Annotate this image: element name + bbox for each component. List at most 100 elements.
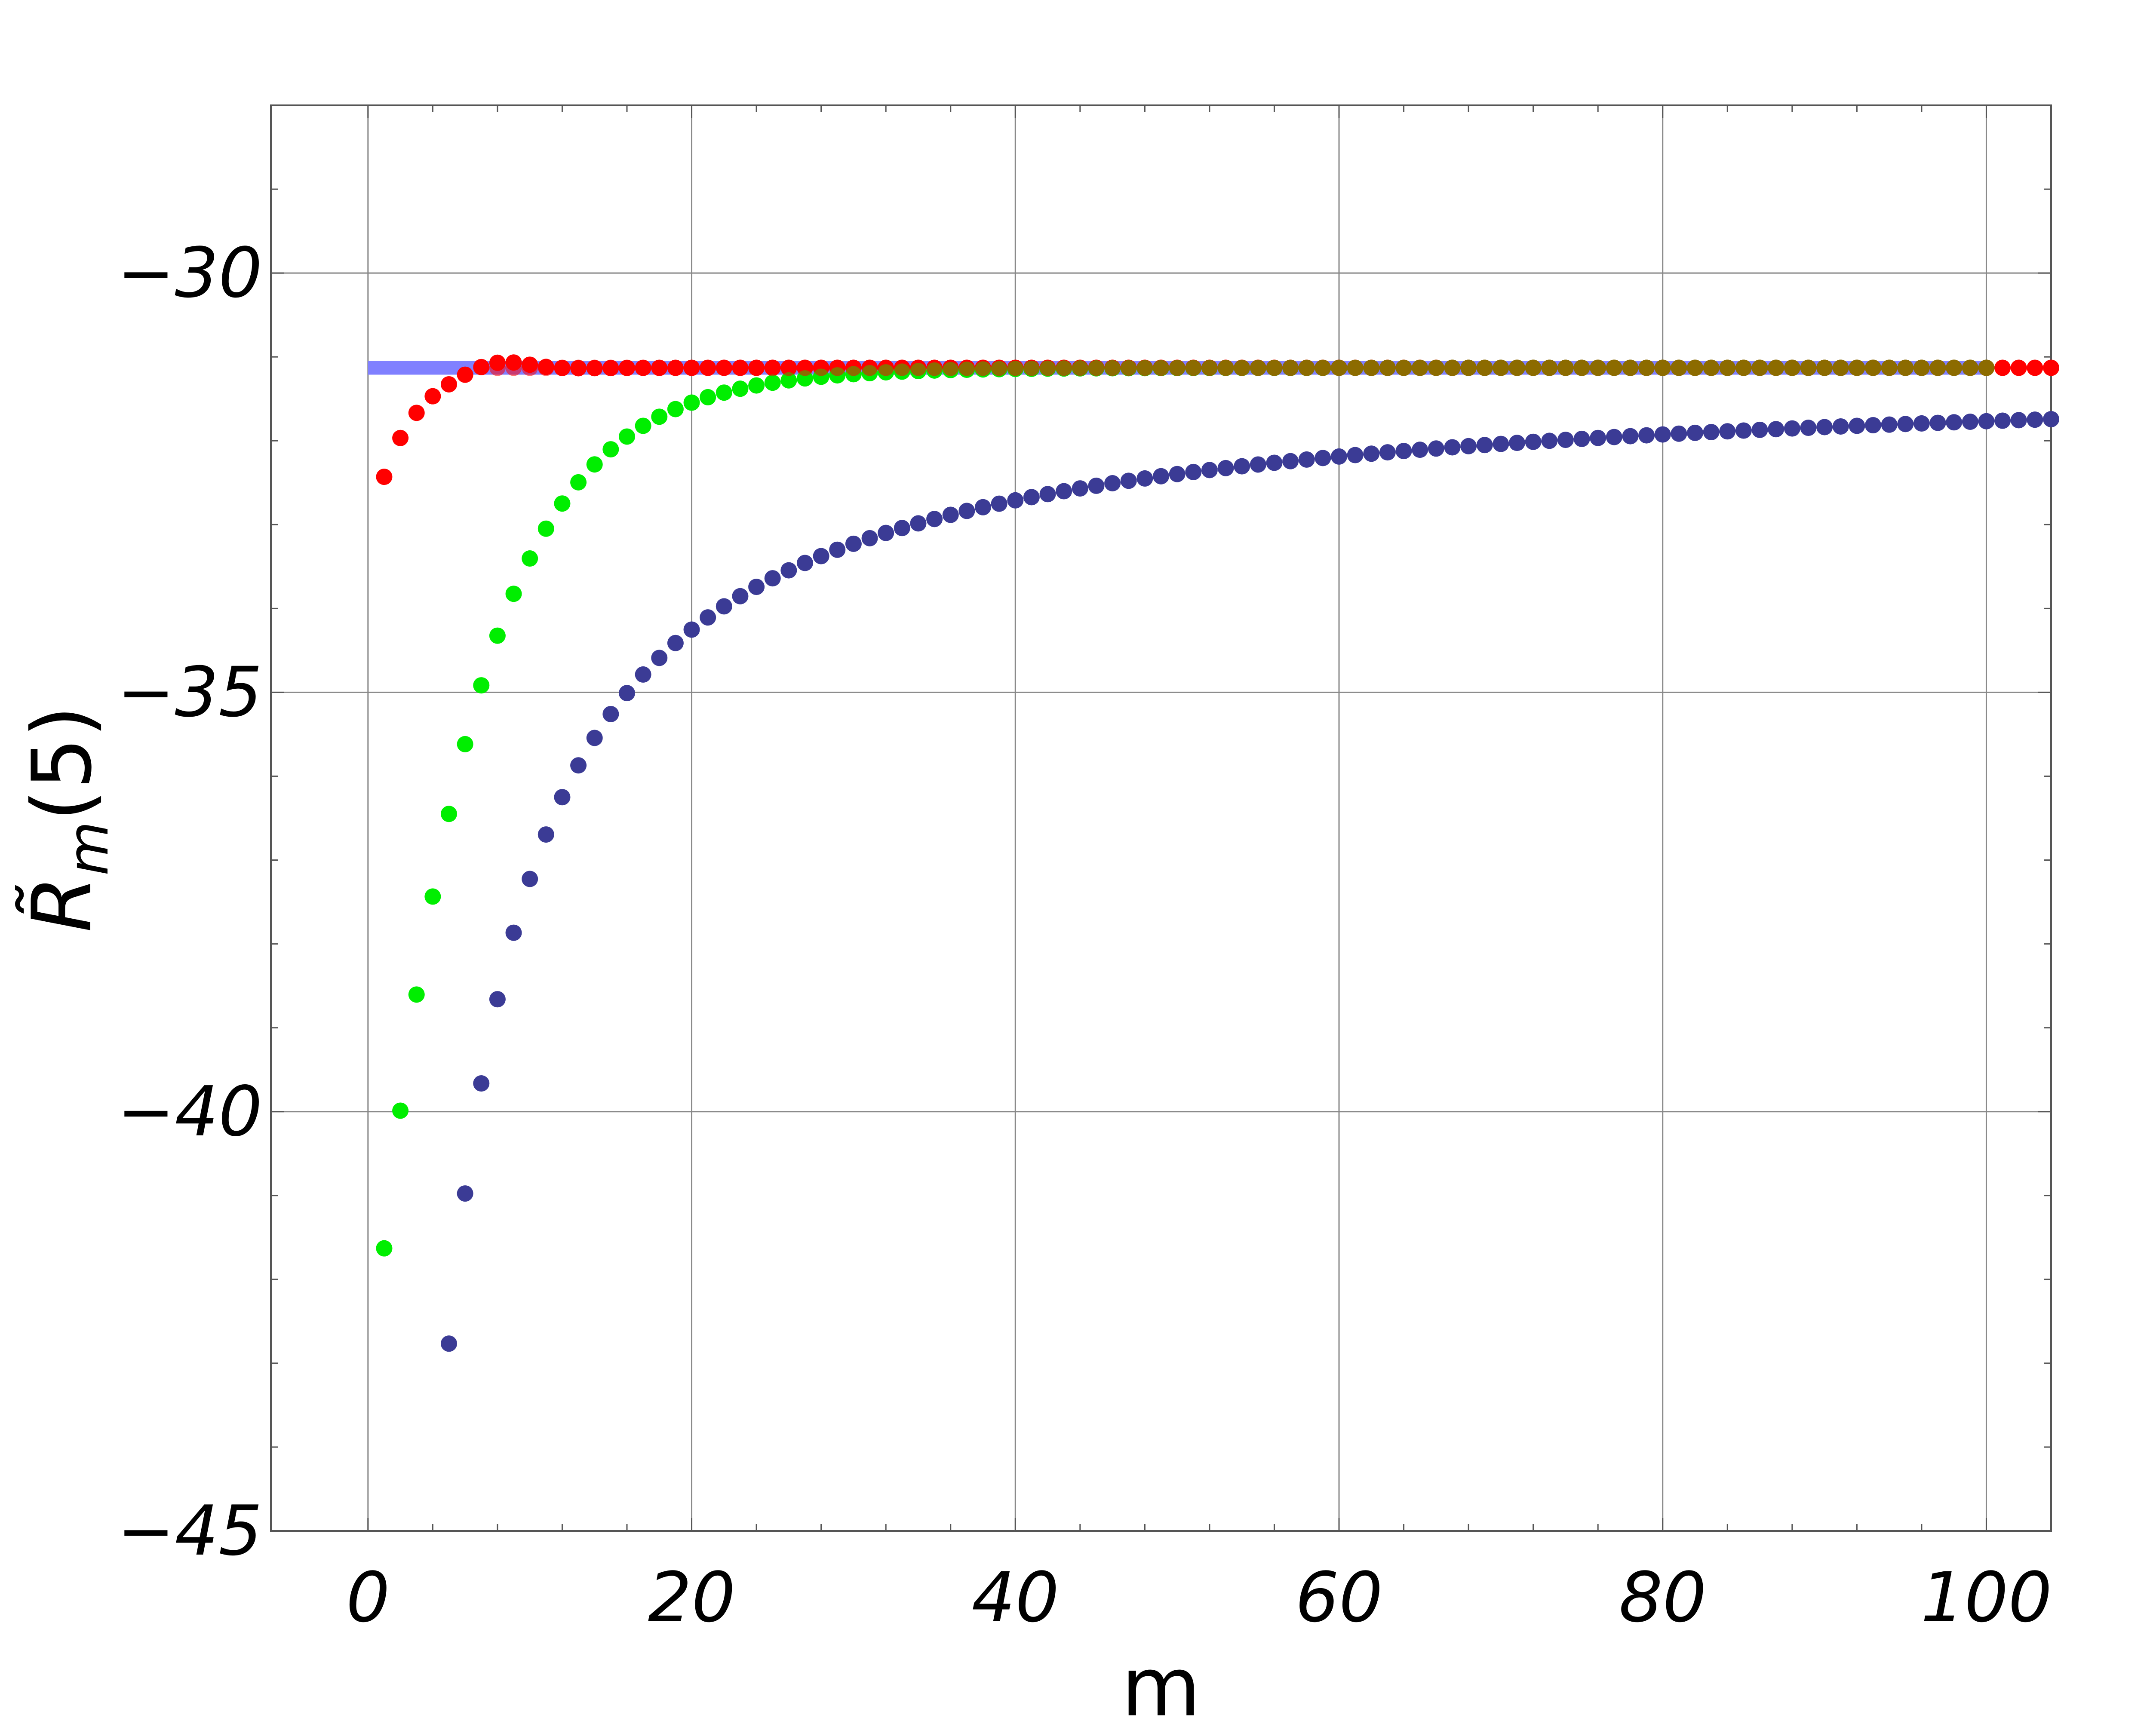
x-axis-label: m [1121, 1640, 1201, 1735]
data-point [1412, 359, 1428, 376]
data-point [424, 388, 441, 405]
data-point [2043, 411, 2059, 427]
data-point [619, 685, 635, 702]
data-point [780, 372, 797, 389]
data-point [522, 871, 538, 887]
data-point [1266, 359, 1283, 376]
data-point [683, 394, 700, 411]
data-point [651, 408, 668, 425]
data-point [570, 757, 587, 774]
x-tick-label: 60 [1295, 1557, 1383, 1638]
data-point [457, 1185, 473, 1202]
data-point [1088, 477, 1105, 494]
data-point [910, 359, 927, 376]
data-point [1671, 359, 1687, 376]
data-point [1395, 443, 1412, 460]
data-point [894, 359, 910, 376]
data-point [926, 359, 943, 376]
data-point [1217, 359, 1234, 376]
data-point [1606, 429, 1622, 445]
data-point [1946, 414, 1963, 431]
data-point [1590, 359, 1606, 376]
data-point [1476, 437, 1493, 454]
data-point [408, 405, 425, 421]
data-point [1169, 466, 1186, 482]
data-point [1800, 359, 1817, 376]
data-point [489, 359, 506, 376]
data-point [1913, 415, 1930, 432]
data-point [1185, 359, 1202, 376]
data-point [505, 359, 522, 376]
data-point [1573, 430, 1590, 447]
data-point [700, 389, 716, 405]
data-point [570, 474, 587, 491]
data-point [619, 359, 635, 376]
x-tick-label: 100 [1921, 1557, 2052, 1638]
x-tick-label: 80 [1619, 1557, 1707, 1638]
data-point [1088, 359, 1105, 376]
data-point [1929, 414, 1946, 431]
data-point [619, 428, 635, 445]
data-point [1881, 416, 1898, 433]
data-point [1120, 472, 1137, 489]
data-point [764, 359, 781, 376]
data-point [2027, 411, 2043, 428]
data-point [1768, 359, 1784, 376]
data-point [538, 826, 554, 843]
data-point [505, 924, 522, 941]
data-point [667, 401, 684, 417]
plot-area [270, 104, 2052, 1532]
data-point [780, 359, 797, 376]
data-point [505, 586, 522, 602]
data-point [1023, 489, 1040, 506]
data-point [1994, 412, 2011, 429]
data-point [1541, 359, 1558, 376]
data-point [683, 359, 700, 376]
data-point [1331, 448, 1347, 465]
x-tick-label: 20 [648, 1557, 736, 1638]
data-point [1023, 359, 1040, 376]
data-point [700, 609, 716, 626]
x-tick-label: 0 [346, 1557, 390, 1638]
data-point [1913, 359, 1930, 376]
data-point [845, 535, 862, 552]
data-point [716, 384, 732, 401]
data-point [1897, 416, 1914, 432]
data-point [1509, 359, 1525, 376]
data-point [1784, 359, 1800, 376]
data-point [975, 499, 991, 515]
data-point [1622, 359, 1639, 376]
data-point [1039, 486, 1056, 503]
data-point [732, 359, 749, 376]
data-point [441, 1335, 457, 1352]
y-tick-label: −45 [117, 1491, 262, 1571]
data-point [1832, 359, 1849, 376]
data-point [991, 359, 1007, 376]
data-point [1056, 359, 1072, 376]
data-point [991, 495, 1007, 512]
data-point [1525, 359, 1542, 376]
data-point [538, 520, 554, 537]
data-point [813, 359, 829, 376]
data-point [1687, 359, 1703, 376]
data-point [1282, 453, 1299, 469]
data-point [1687, 424, 1703, 441]
data-point [1751, 421, 1768, 438]
data-point [392, 1102, 409, 1119]
data-point [975, 359, 991, 376]
data-point [441, 806, 457, 822]
data-point [392, 429, 409, 446]
data-point [878, 524, 894, 541]
data-point [1606, 359, 1622, 376]
data-point [1250, 456, 1266, 473]
data-point [1363, 445, 1380, 462]
data-point [1039, 359, 1056, 376]
data-point [1363, 359, 1380, 376]
data-point [894, 520, 910, 537]
data-point [1719, 359, 1736, 376]
data-point [2010, 359, 2027, 376]
data-point [1185, 463, 1202, 480]
data-point [408, 986, 425, 1003]
y-axis-label-argument: (5) [15, 705, 110, 821]
minor-ticks [271, 104, 2051, 1532]
